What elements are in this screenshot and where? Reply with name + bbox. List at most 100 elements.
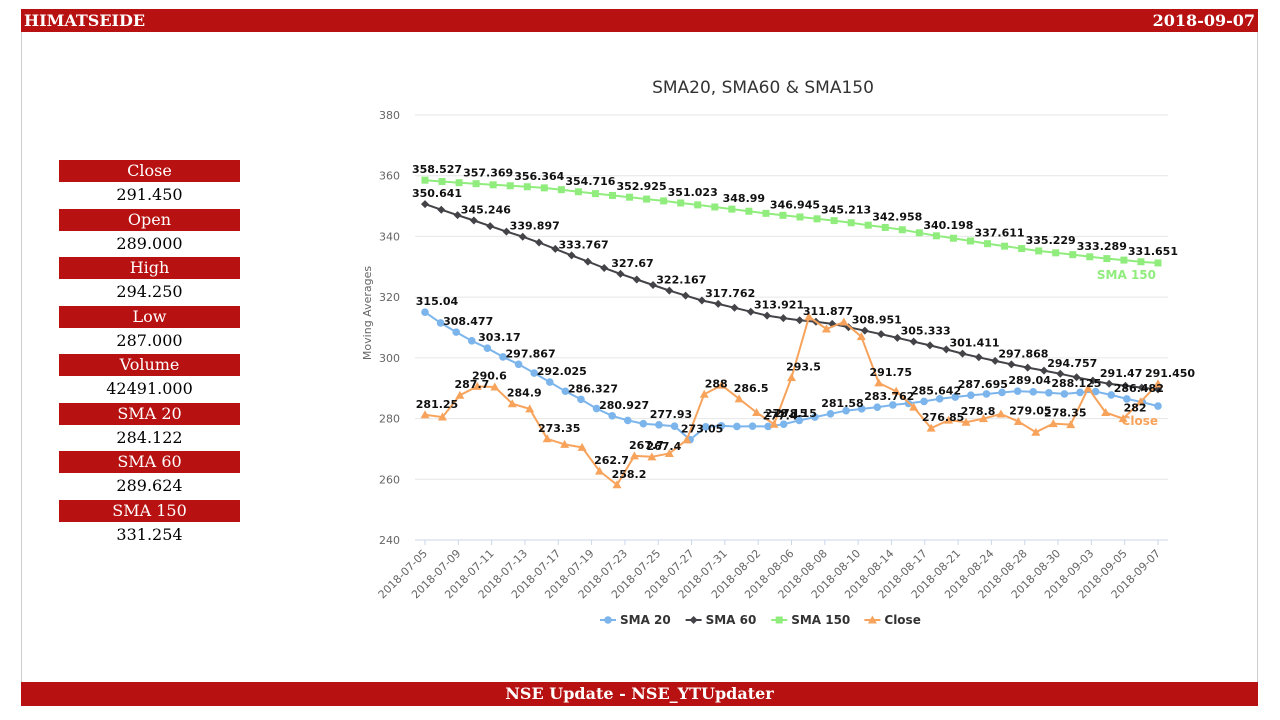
point-sma20 — [889, 401, 897, 409]
point-sma150 — [591, 190, 599, 198]
point-sma150 — [677, 199, 685, 207]
stat-value-sma20: 284.122 — [116, 427, 183, 447]
x-axis-ticks: 2018-07-052018-07-092018-07-112018-07-13… — [376, 540, 1163, 601]
point-sma150 — [506, 182, 514, 190]
chart-legend[interactable]: SMA 20 SMA 60 SMA 150 Close — [600, 613, 921, 627]
point-close — [577, 442, 587, 451]
data-label-close: 288 — [705, 377, 728, 390]
point-sma20 — [467, 337, 476, 345]
point-sma20 — [951, 393, 960, 401]
point-sma60 — [974, 353, 983, 362]
legend-item-sma20[interactable]: SMA 20 — [600, 613, 671, 627]
point-close — [525, 404, 535, 413]
point-close — [821, 324, 831, 333]
data-label-close: 281.25 — [416, 398, 458, 411]
y-tick-label: 320 — [379, 291, 400, 304]
point-sma150 — [915, 229, 923, 237]
legend-item-sma60[interactable]: SMA 60 — [685, 613, 757, 627]
point-sma20 — [857, 405, 866, 413]
data-label-sma60: 333.767 — [559, 238, 609, 251]
stat-label-high: High — [59, 257, 240, 279]
point-sma60 — [437, 205, 446, 214]
data-label-sma20: 289.04 — [1008, 374, 1051, 387]
point-close — [595, 466, 605, 475]
point-sma60 — [860, 326, 869, 335]
data-label-close: 278.8 — [961, 405, 996, 418]
point-close — [874, 378, 884, 387]
point-sma150 — [557, 186, 565, 194]
point-close — [542, 434, 552, 443]
point-sma150 — [421, 176, 429, 184]
point-sma20 — [701, 422, 710, 431]
point-sma150 — [779, 211, 787, 219]
point-sma150 — [728, 205, 736, 213]
data-label-sma20: 315.04 — [416, 295, 459, 308]
point-close — [1048, 419, 1058, 428]
point-sma20 — [764, 422, 772, 431]
data-label-sma150: 340.198 — [923, 219, 973, 232]
point-sma20 — [421, 308, 429, 316]
point-sma150 — [847, 219, 855, 227]
point-sma60 — [469, 216, 478, 225]
data-labels: 315.04 308.477 303.17 297.867 292.025 286.327… — [412, 163, 1195, 481]
point-sma150 — [609, 191, 617, 199]
legend-label: SMA 20 — [620, 613, 671, 627]
point-sma20 — [436, 319, 445, 327]
point-sma60 — [844, 323, 853, 332]
legend-label: Close — [884, 613, 920, 627]
point-sma150 — [626, 193, 634, 201]
data-label-sma60: 350.641 — [412, 187, 462, 200]
point-sma150 — [1001, 242, 1009, 250]
point-sma20 — [452, 328, 460, 336]
stat-label-sma20: SMA 20 — [59, 402, 240, 425]
point-close — [647, 452, 657, 461]
legend-marker-close — [867, 615, 877, 624]
point-sma150 — [830, 217, 838, 225]
y-axis-ticks: 240 260 280 300 320 340 360 380 — [379, 109, 400, 547]
point-sma60 — [518, 232, 527, 241]
stock-symbol: HIMATSEIDE — [24, 11, 146, 30]
point-sma20 — [873, 403, 882, 411]
data-label-sma20: 286.482 — [1114, 382, 1164, 395]
point-sma60 — [1056, 369, 1065, 378]
point-close — [1066, 420, 1076, 429]
point-close — [717, 380, 727, 389]
data-label-sma60: 339.897 — [510, 220, 560, 233]
point-sma60 — [1088, 376, 1097, 385]
point-sma60 — [567, 251, 576, 260]
point-close — [472, 381, 482, 390]
point-sma20 — [998, 388, 1006, 397]
point-sma150 — [438, 177, 446, 185]
point-sma20 — [826, 409, 835, 418]
data-label-sma60: 297.868 — [998, 347, 1048, 360]
footer-bar: NSE Update - NSE_YTUpdater — [21, 682, 1258, 706]
point-sma150 — [540, 184, 548, 192]
legend-item-sma150[interactable]: SMA 150 — [771, 613, 850, 627]
point-sma20 — [1123, 395, 1131, 403]
stat-label-close: Close — [59, 160, 240, 182]
point-sma150 — [796, 213, 804, 221]
point-sma150 — [949, 234, 957, 242]
series-line-close — [424, 315, 1159, 487]
point-sma60 — [681, 291, 690, 300]
data-label-sma20: 278.15 — [774, 407, 816, 420]
point-sma20 — [1013, 387, 1022, 395]
point-sma20 — [483, 344, 492, 353]
data-label-close: 291.75 — [870, 366, 912, 379]
data-label-close: 293.5 — [786, 361, 821, 374]
point-sma60 — [421, 200, 429, 209]
legend-marker-sma150 — [775, 616, 783, 624]
data-label-sma20: 287.695 — [958, 378, 1008, 391]
data-label-sma20: 280.927 — [599, 399, 649, 412]
point-close — [944, 415, 954, 424]
point-sma150 — [523, 183, 531, 191]
data-label-sma150: 335.229 — [1026, 234, 1076, 247]
stat-value-low: 287.000 — [116, 330, 183, 350]
point-sma150 — [813, 215, 821, 223]
legend-item-close[interactable]: Close — [864, 613, 921, 627]
stat-value-close: 291.450 — [116, 185, 183, 204]
point-close — [490, 382, 500, 391]
point-close — [1013, 416, 1023, 425]
point-close — [455, 390, 465, 399]
point-close — [664, 448, 674, 457]
